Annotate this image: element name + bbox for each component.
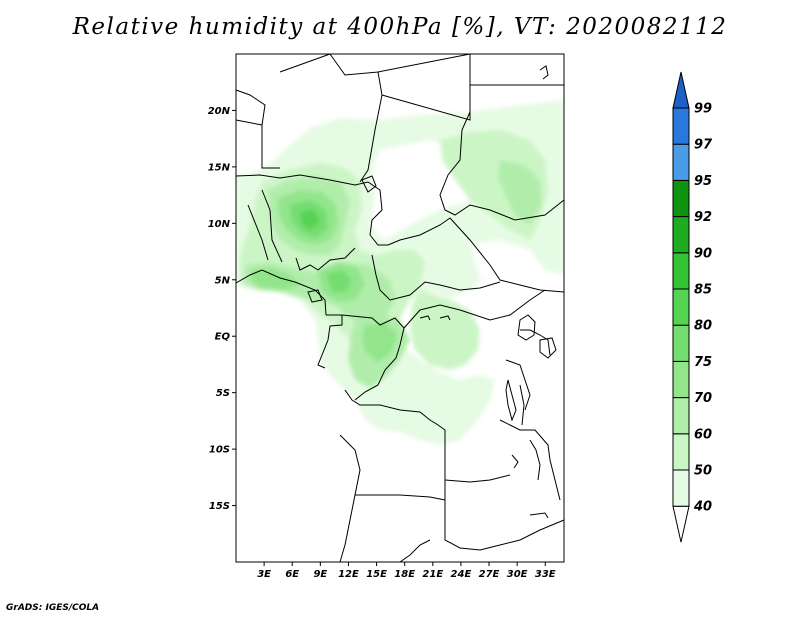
colorbar-label: 97 bbox=[694, 138, 713, 153]
colorbar-segment bbox=[672, 143, 690, 181]
lon-tick-label: 27E bbox=[479, 569, 500, 580]
colorbar-segment bbox=[672, 107, 690, 145]
lon-tick-label: 21E bbox=[422, 569, 443, 580]
lat-tick-label: 5N bbox=[215, 275, 231, 286]
colorbar-segment bbox=[672, 71, 690, 109]
colorbar-label: 85 bbox=[694, 283, 712, 298]
lon-tick-label: 15E bbox=[366, 569, 387, 580]
grads-credit: GrADS: IGES/COLA bbox=[6, 603, 100, 613]
colorbar-segment bbox=[672, 397, 690, 435]
lon-tick-label: 30E bbox=[507, 569, 528, 580]
map-title: Relative humidity at 400hPa [%], VT: 202… bbox=[72, 14, 728, 40]
colorbar-label: 95 bbox=[694, 174, 712, 189]
colorbar-label: 90 bbox=[694, 246, 712, 261]
colorbar-segment bbox=[672, 179, 690, 218]
colorbar-label: 40 bbox=[693, 500, 712, 515]
colorbar-segment bbox=[672, 252, 690, 290]
colorbar-label: 99 bbox=[694, 102, 712, 117]
colorbar-segment bbox=[672, 433, 690, 471]
colorbar-segment bbox=[672, 505, 690, 543]
lat-tick-label: 20N bbox=[208, 106, 231, 117]
lat-tick-label: 15S bbox=[209, 501, 230, 512]
latitude-axis: 20N 15N 10N 5N EQ 5S 10S 15S bbox=[208, 106, 236, 512]
colorbar-label: 80 bbox=[694, 319, 712, 334]
colorbar-segment bbox=[672, 469, 690, 507]
lat-tick-label: 10N bbox=[208, 219, 231, 230]
lat-tick-label: 15N bbox=[208, 162, 231, 173]
lon-tick-label: 6E bbox=[285, 569, 299, 580]
lon-tick-label: 3E bbox=[257, 569, 271, 580]
lat-tick-label: 5S bbox=[216, 388, 230, 399]
colorbar-label: 70 bbox=[694, 391, 712, 406]
colorbar-segment bbox=[672, 288, 690, 326]
lon-tick-label: 33E bbox=[535, 569, 556, 580]
lat-tick-label: 10S bbox=[209, 445, 230, 456]
longitude-axis: 3E 6E 9E 12E 15E 18E 21E 24E 27E 30E 33E bbox=[257, 562, 556, 580]
colorbar-label: 92 bbox=[694, 210, 712, 225]
country-borders bbox=[235, 53, 565, 563]
colorbar-label: 75 bbox=[694, 355, 712, 370]
colorbar-segment bbox=[672, 324, 690, 362]
lon-tick-label: 18E bbox=[394, 569, 415, 580]
colorbar-label: 50 bbox=[694, 464, 712, 479]
lat-tick-label: EQ bbox=[215, 332, 231, 343]
lon-tick-label: 12E bbox=[338, 569, 359, 580]
plot-frame bbox=[235, 53, 565, 563]
colorbar-segment bbox=[672, 216, 690, 254]
lon-tick-label: 9E bbox=[313, 569, 327, 580]
humidity-shading bbox=[236, 100, 564, 445]
colorbar: 40 50 60 70 75 80 85 90 92 95 97 99 bbox=[672, 71, 713, 543]
colorbar-label: 60 bbox=[694, 427, 712, 442]
lon-tick-label: 24E bbox=[451, 569, 472, 580]
lakes bbox=[307, 65, 557, 519]
colorbar-segment bbox=[672, 360, 690, 399]
